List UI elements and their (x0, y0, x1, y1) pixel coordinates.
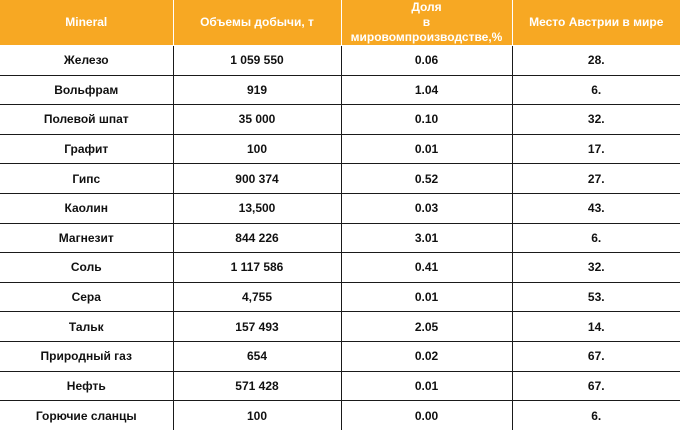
cell-mineral: Нефть (0, 370, 174, 402)
cell-mineral: Природный газ (0, 340, 174, 372)
table-row: Каолин 13,500 0.03 43. (0, 192, 680, 224)
header-production-volume: Объемы добычи, т (172, 0, 342, 46)
cell-world-rank: 28. (511, 45, 680, 76)
header-world-share-label: Доля в мировомпроизводстве,% (350, 0, 503, 44)
table-row: Магнезит 844 226 3.01 6. (0, 222, 680, 254)
cell-world-rank: 27. (511, 163, 680, 194)
cell-production-volume: 13,500 (172, 192, 342, 224)
cell-production-volume: 844 226 (172, 222, 342, 254)
table-body: Железо 1 059 550 0.06 28. Вольфрам 919 1.04 6. П… (0, 45, 680, 431)
cell-world-share: 0.02 (340, 340, 513, 372)
cell-production-volume: 919 (172, 74, 342, 106)
cell-world-rank: 43. (511, 192, 680, 224)
cell-world-rank: 6. (511, 222, 680, 254)
cell-production-volume: 100 (172, 133, 342, 165)
cell-world-rank: 32. (511, 104, 680, 135)
cell-production-volume: 100 (172, 400, 342, 431)
cell-world-rank: 6. (511, 74, 680, 106)
cell-world-rank: 17. (511, 133, 680, 165)
cell-world-rank: 67. (511, 340, 680, 372)
cell-world-share: 0.00 (340, 400, 513, 431)
cell-production-volume: 900 374 (172, 163, 342, 194)
cell-mineral: Полевой шпат (0, 104, 174, 135)
header-world-share: Доля в мировомпроизводстве,% (340, 0, 513, 46)
header-austria-world-rank: Место Австрии в мире (511, 0, 680, 46)
cell-world-share: 0.01 (340, 281, 513, 313)
cell-world-share: 2.05 (340, 311, 513, 342)
cell-world-rank: 67. (511, 370, 680, 402)
mineral-production-table: Mineral Объемы добычи, т Доля в мировомп… (0, 0, 680, 431)
cell-production-volume: 571 428 (172, 370, 342, 402)
cell-world-rank: 6. (511, 400, 680, 431)
cell-production-volume: 157 493 (172, 311, 342, 342)
cell-mineral: Сера (0, 281, 174, 313)
table-row: Природный газ 654 0.02 67. (0, 340, 680, 372)
cell-world-share: 0.52 (340, 163, 513, 194)
cell-production-volume: 1 117 586 (172, 252, 342, 283)
cell-world-share: 0.01 (340, 133, 513, 165)
table-row: Гипс 900 374 0.52 27. (0, 163, 680, 194)
cell-mineral: Магнезит (0, 222, 174, 254)
cell-mineral: Гипс (0, 163, 174, 194)
cell-world-share: 0.01 (340, 370, 513, 402)
cell-world-rank: 53. (511, 281, 680, 313)
cell-mineral: Тальк (0, 311, 174, 342)
cell-production-volume: 4,755 (172, 281, 342, 313)
cell-world-share: 1.04 (340, 74, 513, 106)
cell-mineral: Горючие сланцы (0, 400, 174, 431)
table-row: Сера 4,755 0.01 53. (0, 281, 680, 313)
cell-mineral: Графит (0, 133, 174, 165)
cell-world-share: 0.06 (340, 45, 513, 76)
cell-mineral: Каолин (0, 192, 174, 224)
table-row: Железо 1 059 550 0.06 28. (0, 45, 680, 76)
cell-production-volume: 654 (172, 340, 342, 372)
cell-world-rank: 32. (511, 252, 680, 283)
cell-world-share: 0.10 (340, 104, 513, 135)
cell-world-rank: 14. (511, 311, 680, 342)
cell-production-volume: 35 000 (172, 104, 342, 135)
table-row: Полевой шпат 35 000 0.10 32. (0, 104, 680, 135)
table-row: Нефть 571 428 0.01 67. (0, 370, 680, 402)
cell-mineral: Железо (0, 45, 174, 76)
cell-mineral: Вольфрам (0, 74, 174, 106)
cell-mineral: Соль (0, 252, 174, 283)
cell-world-share: 0.03 (340, 192, 513, 224)
header-row: Mineral Объемы добычи, т Доля в мировомп… (0, 0, 680, 46)
table-row: Графит 100 0.01 17. (0, 133, 680, 165)
table-row: Соль 1 117 586 0.41 32. (0, 252, 680, 283)
table-row: Тальк 157 493 2.05 14. (0, 311, 680, 342)
cell-production-volume: 1 059 550 (172, 45, 342, 76)
table-row: Вольфрам 919 1.04 6. (0, 74, 680, 106)
header-mineral: Mineral (0, 0, 174, 46)
table-row: Горючие сланцы 100 0.00 6. (0, 400, 680, 431)
cell-world-share: 0.41 (340, 252, 513, 283)
cell-world-share: 3.01 (340, 222, 513, 254)
